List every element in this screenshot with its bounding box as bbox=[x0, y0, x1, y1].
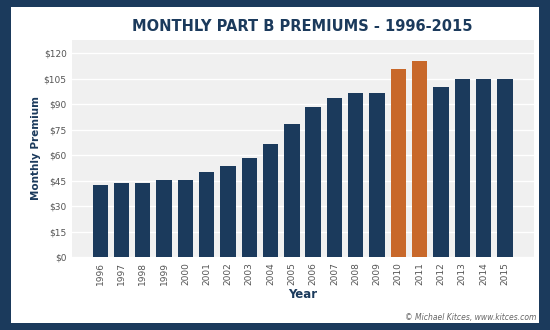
Bar bbox=[114, 183, 129, 257]
Text: © Michael Kitces, www.kitces.com: © Michael Kitces, www.kitces.com bbox=[405, 313, 536, 322]
Bar bbox=[497, 79, 513, 257]
Bar bbox=[348, 93, 364, 257]
X-axis label: Year: Year bbox=[288, 288, 317, 301]
Title: MONTHLY PART B PREMIUMS - 1996-2015: MONTHLY PART B PREMIUMS - 1996-2015 bbox=[132, 19, 473, 34]
Bar bbox=[284, 124, 300, 257]
Bar bbox=[221, 166, 235, 257]
Bar bbox=[92, 185, 108, 257]
Bar bbox=[263, 144, 278, 257]
Bar bbox=[199, 172, 214, 257]
Bar bbox=[390, 69, 406, 257]
Bar bbox=[370, 93, 384, 257]
Bar bbox=[241, 157, 257, 257]
Bar bbox=[454, 79, 470, 257]
Bar bbox=[412, 61, 427, 257]
Bar bbox=[135, 183, 151, 257]
Bar bbox=[476, 79, 491, 257]
Bar bbox=[156, 180, 172, 257]
Bar bbox=[327, 98, 342, 257]
Y-axis label: Monthly Premium: Monthly Premium bbox=[31, 96, 41, 201]
Bar bbox=[433, 87, 449, 257]
Bar bbox=[305, 107, 321, 257]
Bar bbox=[178, 180, 193, 257]
